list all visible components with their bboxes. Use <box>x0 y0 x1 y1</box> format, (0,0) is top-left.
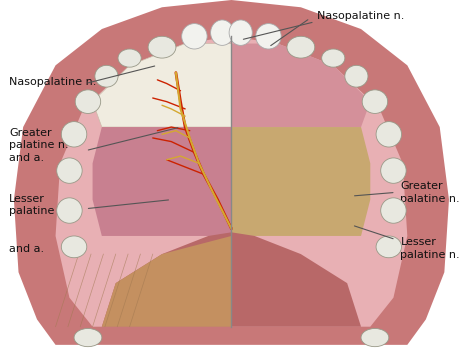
Polygon shape <box>231 44 370 127</box>
Polygon shape <box>231 127 370 236</box>
Text: Greater
palatine n.: Greater palatine n. <box>400 181 460 204</box>
Ellipse shape <box>381 198 406 223</box>
Ellipse shape <box>74 329 102 347</box>
Text: and a.: and a. <box>9 244 44 254</box>
Ellipse shape <box>361 329 389 347</box>
Ellipse shape <box>345 65 368 87</box>
Text: Nasopalatine n.: Nasopalatine n. <box>9 77 96 87</box>
Ellipse shape <box>287 36 315 58</box>
Ellipse shape <box>256 24 281 49</box>
Ellipse shape <box>61 236 87 258</box>
Polygon shape <box>93 44 231 127</box>
Ellipse shape <box>75 90 101 113</box>
Polygon shape <box>55 36 407 327</box>
Ellipse shape <box>376 236 402 258</box>
Ellipse shape <box>381 158 406 183</box>
Ellipse shape <box>148 36 176 58</box>
Polygon shape <box>102 236 231 327</box>
Ellipse shape <box>118 49 141 67</box>
Text: Greater
palatine n.
and a.: Greater palatine n. and a. <box>9 128 69 163</box>
Ellipse shape <box>376 122 402 147</box>
Ellipse shape <box>182 24 207 49</box>
Text: Lesser
palatine n.: Lesser palatine n. <box>9 194 69 216</box>
Polygon shape <box>93 127 231 236</box>
Text: Nasopalatine n.: Nasopalatine n. <box>317 11 404 21</box>
Polygon shape <box>14 0 449 345</box>
Ellipse shape <box>210 20 234 45</box>
Ellipse shape <box>362 90 388 113</box>
Text: Lesser
palatine n.: Lesser palatine n. <box>400 237 460 260</box>
Ellipse shape <box>229 20 252 45</box>
Ellipse shape <box>57 198 82 223</box>
Polygon shape <box>102 232 361 327</box>
Ellipse shape <box>95 65 118 87</box>
Ellipse shape <box>57 158 82 183</box>
Ellipse shape <box>322 49 345 67</box>
Ellipse shape <box>61 122 87 147</box>
